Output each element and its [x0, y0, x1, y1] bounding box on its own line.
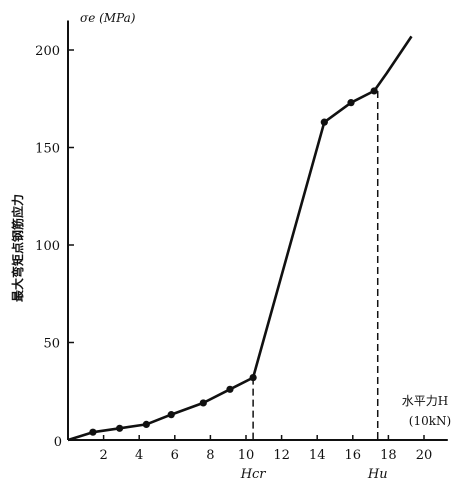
series-line	[67, 35, 413, 442]
data-point	[347, 99, 355, 107]
reference-line-label: Hcr	[240, 467, 267, 482]
data-point	[249, 374, 257, 382]
x-tick-label: 8	[206, 448, 214, 463]
data-point	[116, 424, 124, 432]
axes	[67, 20, 448, 441]
x-tick-label: 20	[416, 448, 433, 463]
x-tick-label: 12	[273, 448, 290, 463]
x-tick-label: 16	[345, 448, 362, 463]
x-tick-label: 2	[99, 448, 107, 463]
y-tick-label: 200	[35, 44, 60, 59]
x-tick-label: 10	[238, 448, 255, 463]
x-tick-label: 18	[380, 448, 397, 463]
series	[67, 35, 413, 442]
y-unit-label: σe (MPa)	[80, 11, 136, 25]
reference-lines: Hcr Hu	[240, 90, 388, 482]
y-tick-label: 50	[43, 337, 60, 352]
reference-line-label: Hu	[367, 467, 388, 482]
data-point	[370, 87, 378, 95]
y-tick-label: 100	[35, 239, 60, 254]
origin-label: 0	[54, 435, 62, 450]
x-axis-unit-label: (10kN)	[409, 414, 451, 428]
y-axis-label: 最大弯矩点钢筋应力	[10, 194, 25, 302]
y-tick-label: 150	[35, 142, 60, 157]
data-point	[226, 385, 234, 393]
data-point	[320, 118, 328, 126]
x-tick-label: 14	[309, 448, 326, 463]
data-point	[142, 420, 150, 428]
x-axis-label: 水平力H	[402, 394, 448, 408]
data-point	[89, 428, 97, 436]
tick-labels: 2 4 6 8 10 12 14 16 18 20 50 100 150 200 0	[35, 44, 432, 463]
data-point	[167, 411, 175, 419]
data-point	[199, 399, 207, 407]
x-tick-label: 4	[135, 448, 143, 463]
x-tick-label: 6	[171, 448, 179, 463]
